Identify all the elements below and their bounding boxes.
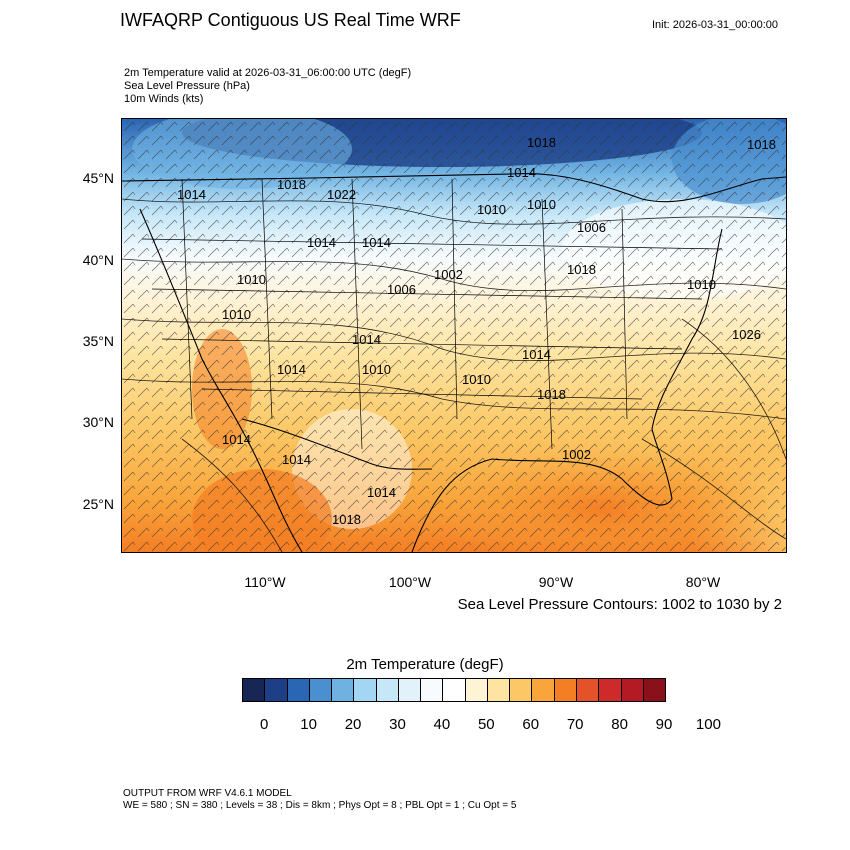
colorbar-swatch xyxy=(354,679,377,701)
colorbar-swatch xyxy=(465,679,488,701)
colorbar-swatch xyxy=(532,679,555,701)
footer-model: OUTPUT FROM WRF V4.6.1 MODEL xyxy=(123,788,292,799)
pressure-label: 1010 xyxy=(527,197,556,212)
pressure-label: 1014 xyxy=(367,485,396,500)
pressure-label: 1002 xyxy=(434,267,463,282)
colorbar-swatch xyxy=(443,679,466,701)
subtitle-temperature: 2m Temperature valid at 2026-03-31_06:00… xyxy=(124,67,412,79)
contour-note: Sea Level Pressure Contours: 1002 to 103… xyxy=(457,596,782,613)
colorbar-tick-label: 70 xyxy=(566,716,584,733)
colorbar-swatch xyxy=(243,679,266,701)
colorbar-swatch xyxy=(332,679,355,701)
colorbar-tick-label: 50 xyxy=(477,716,495,733)
lat-label-40: 40°N xyxy=(82,252,114,268)
colorbar-tick-label: 90 xyxy=(655,716,673,733)
colorbar-swatch xyxy=(287,679,310,701)
pressure-label: 1006 xyxy=(387,282,416,297)
pressure-label: 1018 xyxy=(747,137,776,152)
lat-label-35: 35°N xyxy=(82,333,114,349)
subtitle-pressure: Sea Level Pressure (hPa) xyxy=(124,80,250,92)
page-title: IWFAQRP Contiguous US Real Time WRF xyxy=(120,10,461,30)
colorbar-swatch xyxy=(554,679,577,701)
colorbar-tick-label: 10 xyxy=(300,716,317,733)
state-lines-horizontal xyxy=(141,238,723,400)
colorbar-swatch xyxy=(309,679,333,701)
colorbar-swatch xyxy=(599,679,622,701)
pressure-label: 1022 xyxy=(327,187,356,202)
colorbar-tick-label: 40 xyxy=(433,716,451,733)
pressure-label: 1018 xyxy=(537,387,566,402)
pressure-label: 1014 xyxy=(352,332,381,347)
canada-border xyxy=(122,173,786,203)
pressure-label: 1014 xyxy=(222,432,251,447)
subtitle-winds: 10m Winds (kts) xyxy=(124,93,204,105)
pressure-label: 1010 xyxy=(477,202,506,217)
pressure-label: 1026 xyxy=(732,327,761,342)
colorbar-tick-label: 0 xyxy=(260,716,269,733)
lon-label-80w: 80°W xyxy=(685,574,721,590)
colorbar-swatch xyxy=(487,679,511,701)
colorbar-title: 2m Temperature (degF) xyxy=(346,656,504,673)
pressure-label: 1018 xyxy=(277,177,306,192)
lon-label-110w: 110°W xyxy=(244,574,286,590)
init-time: Init: 2026-03-31_00:00:00 xyxy=(652,19,778,31)
pressure-label: 1018 xyxy=(567,262,596,277)
mexico-border xyxy=(241,418,433,470)
pressure-label: 1018 xyxy=(332,512,361,527)
pressure-label: 1010 xyxy=(687,277,716,292)
lat-label-45: 45°N xyxy=(82,170,114,186)
political-boundaries xyxy=(122,173,786,552)
pressure-label: 1014 xyxy=(307,235,336,250)
pressure-label: 1014 xyxy=(282,452,311,467)
lat-label-25: 25°N xyxy=(82,496,114,512)
colorbar-tick-label: 80 xyxy=(611,716,628,733)
colorbar-tick-label: 100 xyxy=(695,716,721,733)
pressure-contours xyxy=(122,198,786,552)
pressure-label: 1010 xyxy=(362,362,391,377)
colorbar-tick-label: 30 xyxy=(389,716,406,733)
pressure-label: 1010 xyxy=(222,307,251,322)
colorbar xyxy=(242,678,666,702)
pressure-label: 1018 xyxy=(527,135,556,150)
pressure-label: 1014 xyxy=(277,362,306,377)
lat-label-30: 30°N xyxy=(82,414,114,430)
pressure-label: 1014 xyxy=(177,187,206,202)
colorbar-tick-label: 60 xyxy=(522,716,540,733)
pressure-label: 1010 xyxy=(237,272,266,287)
colorbar-swatch xyxy=(398,679,422,701)
colorbar-swatch xyxy=(643,679,666,701)
colorbar-swatch xyxy=(421,679,444,701)
pressure-label: 1010 xyxy=(462,372,491,387)
pressure-label: 1006 xyxy=(577,220,606,235)
pacific-coast xyxy=(139,208,303,552)
colorbar-swatch xyxy=(265,679,288,701)
map-panel: 1018 1014 1014 1018 1022 1010 1010 1006 1014 1014… xyxy=(121,118,787,553)
pressure-label: 1014 xyxy=(362,235,391,250)
lon-label-90w: 90°W xyxy=(538,574,574,590)
map-canvas: 1018 1014 1014 1018 1022 1010 1010 1006 1014 1014… xyxy=(122,119,786,552)
pressure-label: 1002 xyxy=(562,447,591,462)
pressure-labels: 1018 1014 1014 1018 1022 1010 1010 1006 1014 1014… xyxy=(177,135,776,527)
state-lines-vertical xyxy=(181,178,628,450)
pressure-label: 1014 xyxy=(507,165,536,180)
colorbar-tick-label: 20 xyxy=(344,716,362,733)
colorbar-swatch xyxy=(510,679,533,701)
footer-config: WE = 580 ; SN = 380 ; Levels = 38 ; Dis … xyxy=(123,800,517,811)
atlantic-gulf-coast xyxy=(411,228,723,552)
pressure-label: 1014 xyxy=(522,347,551,362)
colorbar-swatch xyxy=(376,679,399,701)
colorbar-swatch xyxy=(621,679,644,701)
wind-barbs xyxy=(122,119,786,552)
lon-label-100w: 100°W xyxy=(388,574,432,590)
colorbar-swatch xyxy=(576,679,600,701)
